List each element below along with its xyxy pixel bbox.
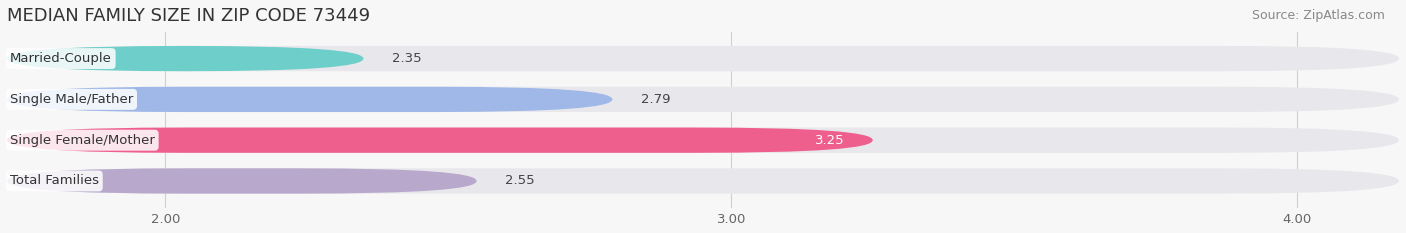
Text: 3.25: 3.25 <box>815 134 845 147</box>
FancyBboxPatch shape <box>7 127 1399 153</box>
FancyBboxPatch shape <box>7 87 613 112</box>
Text: 2.35: 2.35 <box>392 52 422 65</box>
FancyBboxPatch shape <box>7 46 1399 71</box>
Text: Single Male/Father: Single Male/Father <box>10 93 134 106</box>
FancyBboxPatch shape <box>7 127 873 153</box>
FancyBboxPatch shape <box>7 168 1399 194</box>
Text: 2.55: 2.55 <box>505 175 534 188</box>
Text: 2.79: 2.79 <box>641 93 671 106</box>
Text: Single Female/Mother: Single Female/Mother <box>10 134 155 147</box>
FancyBboxPatch shape <box>7 168 477 194</box>
Text: MEDIAN FAMILY SIZE IN ZIP CODE 73449: MEDIAN FAMILY SIZE IN ZIP CODE 73449 <box>7 7 370 25</box>
FancyBboxPatch shape <box>7 87 1399 112</box>
Text: Total Families: Total Families <box>10 175 98 188</box>
FancyBboxPatch shape <box>7 46 364 71</box>
Text: Married-Couple: Married-Couple <box>10 52 111 65</box>
Text: Source: ZipAtlas.com: Source: ZipAtlas.com <box>1251 9 1385 22</box>
